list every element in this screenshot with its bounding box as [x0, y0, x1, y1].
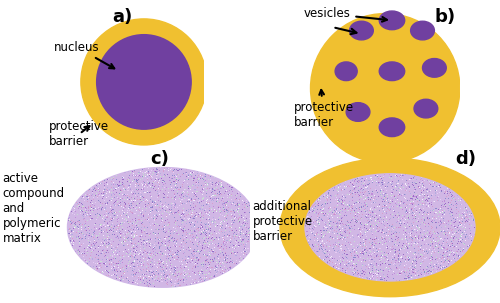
Circle shape [81, 19, 207, 145]
Text: protective
barrier: protective barrier [50, 120, 110, 148]
Ellipse shape [379, 118, 404, 137]
Text: b): b) [434, 8, 456, 26]
Text: protective
barrier: protective barrier [294, 90, 354, 129]
Ellipse shape [335, 62, 357, 81]
Ellipse shape [414, 99, 438, 118]
Circle shape [280, 158, 500, 297]
Text: a): a) [112, 8, 132, 26]
Text: nucleus: nucleus [54, 41, 114, 68]
Ellipse shape [346, 103, 370, 121]
Ellipse shape [422, 58, 446, 77]
Ellipse shape [410, 21, 434, 40]
Ellipse shape [379, 62, 404, 81]
Circle shape [68, 168, 258, 287]
Circle shape [305, 174, 475, 281]
Circle shape [310, 14, 460, 163]
Text: vesicles: vesicles [304, 7, 387, 22]
Text: c): c) [150, 150, 169, 168]
Ellipse shape [379, 11, 404, 30]
Ellipse shape [350, 21, 374, 40]
Text: active
compound
and
polymeric
matrix: active compound and polymeric matrix [2, 172, 64, 245]
Text: additional
protective
barrier: additional protective barrier [252, 200, 312, 243]
Text: d): d) [455, 150, 476, 168]
Circle shape [96, 35, 191, 129]
